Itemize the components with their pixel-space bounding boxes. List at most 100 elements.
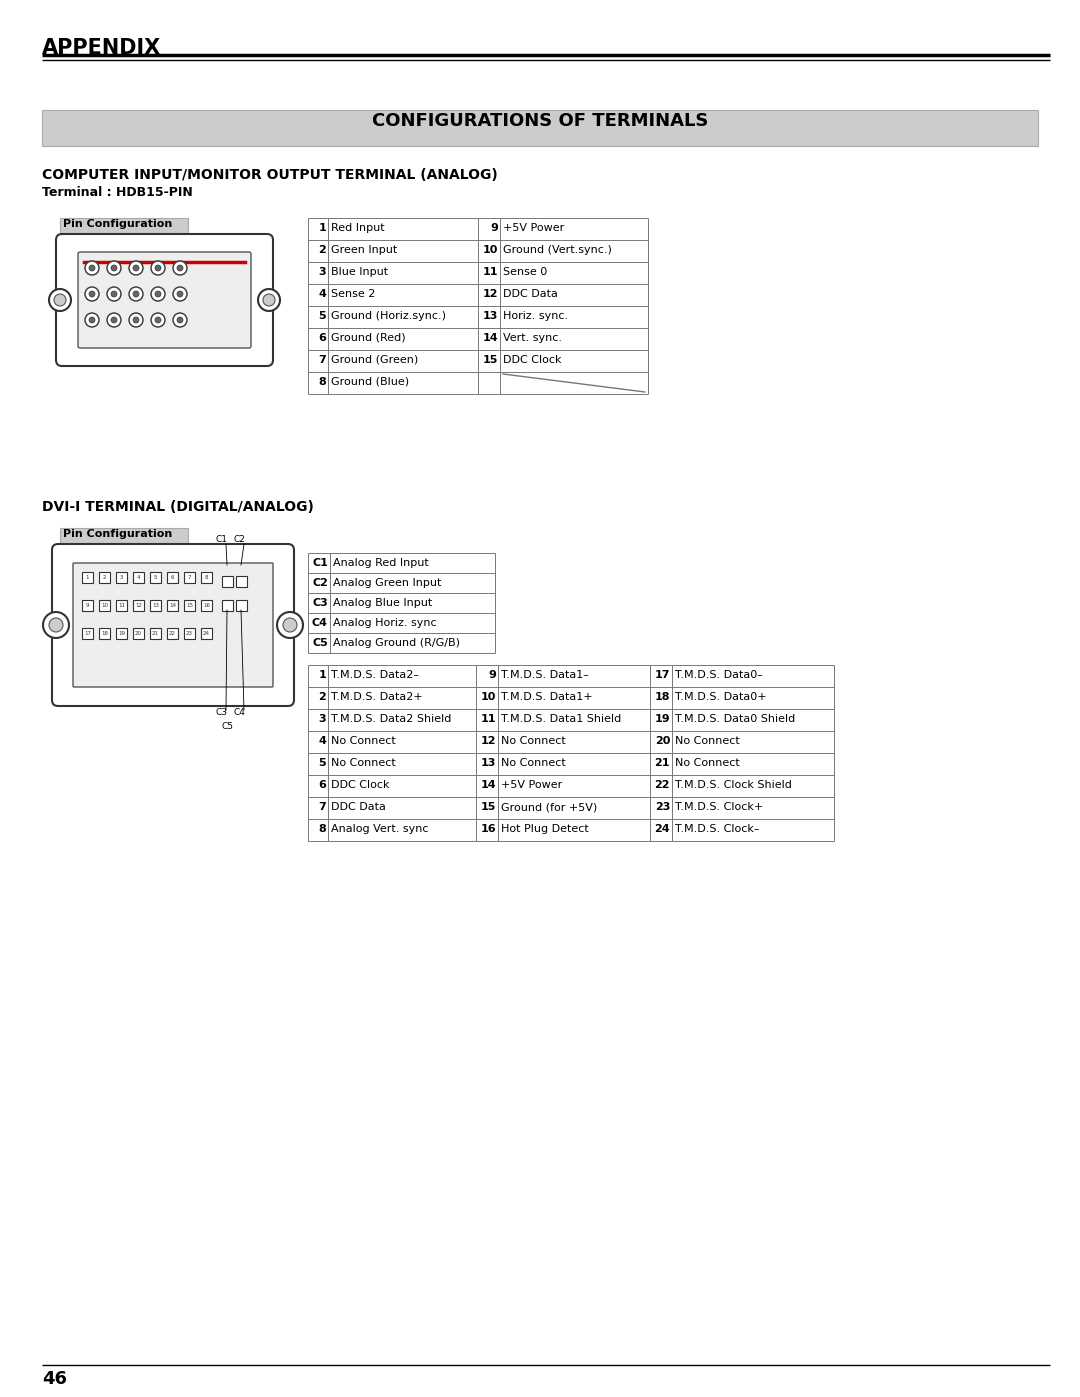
Text: Green Input: Green Input [330, 244, 397, 256]
Bar [150, 571, 161, 583]
Text: 13: 13 [483, 312, 498, 321]
Text: T.M.D.S. Data1+: T.M.D.S. Data1+ [501, 692, 593, 703]
Text: 11: 11 [483, 267, 498, 277]
Bar [42, 110, 1038, 147]
Circle shape [111, 291, 117, 298]
Text: Red Input: Red Input [330, 224, 384, 233]
Text: 20: 20 [654, 736, 670, 746]
Circle shape [156, 291, 161, 298]
Bar [116, 629, 127, 638]
Text: 2: 2 [103, 576, 106, 580]
Text: 10: 10 [483, 244, 498, 256]
Circle shape [85, 313, 99, 327]
Circle shape [151, 261, 165, 275]
Circle shape [264, 293, 275, 306]
Text: 24: 24 [654, 824, 670, 834]
Circle shape [49, 617, 63, 631]
Bar [167, 599, 178, 610]
Text: CONFIGURATIONS OF TERMINALS: CONFIGURATIONS OF TERMINALS [372, 112, 708, 130]
Circle shape [177, 291, 183, 298]
Bar [167, 629, 178, 638]
Text: No Connect: No Connect [501, 736, 566, 746]
Text: T.M.D.S. Clock–: T.M.D.S. Clock– [675, 824, 759, 834]
Text: 15: 15 [186, 604, 193, 608]
Text: 16: 16 [481, 824, 496, 834]
Text: 6: 6 [171, 576, 174, 580]
Text: Analog Horiz. sync: Analog Horiz. sync [333, 617, 436, 629]
Text: 17: 17 [654, 671, 670, 680]
Circle shape [133, 265, 139, 271]
Bar [60, 528, 188, 545]
Text: 16: 16 [203, 604, 210, 608]
Text: 18: 18 [654, 692, 670, 703]
Text: No Connect: No Connect [330, 736, 395, 746]
Text: 7: 7 [188, 576, 191, 580]
Bar [201, 629, 212, 638]
Text: 5: 5 [153, 576, 158, 580]
Text: Ground (Green): Ground (Green) [330, 355, 418, 365]
Circle shape [151, 313, 165, 327]
Bar [116, 571, 127, 583]
Text: 46: 46 [42, 1370, 67, 1389]
Text: 19: 19 [654, 714, 670, 724]
Text: C4: C4 [234, 708, 246, 717]
Circle shape [129, 286, 143, 300]
Text: C5: C5 [312, 638, 328, 648]
Text: T.M.D.S. Clock+: T.M.D.S. Clock+ [675, 802, 764, 812]
Text: Analog Blue Input: Analog Blue Input [333, 598, 432, 608]
Text: 8: 8 [319, 377, 326, 387]
Text: Ground (Blue): Ground (Blue) [330, 377, 409, 387]
Text: T.M.D.S. Data1–: T.M.D.S. Data1– [501, 671, 589, 680]
Bar [133, 629, 144, 638]
Text: 9: 9 [488, 671, 496, 680]
Text: C3: C3 [312, 598, 328, 608]
Text: 5: 5 [319, 312, 326, 321]
Text: 10: 10 [102, 604, 108, 608]
Bar [201, 599, 212, 610]
Text: Ground (Red): Ground (Red) [330, 332, 406, 344]
Bar [82, 571, 93, 583]
Bar [167, 571, 178, 583]
Bar [184, 571, 195, 583]
FancyBboxPatch shape [52, 543, 294, 705]
Text: C1: C1 [216, 535, 228, 543]
Circle shape [258, 289, 280, 312]
Circle shape [107, 286, 121, 300]
Bar [99, 599, 110, 610]
Text: 1: 1 [85, 576, 90, 580]
Circle shape [156, 317, 161, 323]
Bar [237, 576, 247, 587]
Bar [60, 218, 188, 235]
Text: Analog Ground (R/G/B): Analog Ground (R/G/B) [333, 638, 460, 648]
Bar [133, 599, 144, 610]
Circle shape [89, 265, 95, 271]
Text: T.M.D.S. Data0–: T.M.D.S. Data0– [675, 671, 762, 680]
Text: Ground (Vert.sync.): Ground (Vert.sync.) [503, 244, 612, 256]
Text: 9: 9 [85, 604, 90, 608]
Bar [237, 599, 247, 610]
Text: 23: 23 [186, 631, 193, 636]
Text: Sense 0: Sense 0 [503, 267, 548, 277]
Text: 15: 15 [483, 355, 498, 365]
Text: Blue Input: Blue Input [330, 267, 388, 277]
Text: COMPUTER INPUT/MONITOR OUTPUT TERMINAL (ANALOG): COMPUTER INPUT/MONITOR OUTPUT TERMINAL (… [42, 168, 498, 182]
Circle shape [49, 289, 71, 312]
Circle shape [85, 286, 99, 300]
Bar [222, 576, 233, 587]
Text: +5V Power: +5V Power [503, 224, 564, 233]
Bar [82, 629, 93, 638]
Circle shape [283, 617, 297, 631]
Text: 11: 11 [481, 714, 496, 724]
Bar [133, 571, 144, 583]
Bar [150, 629, 161, 638]
Bar [99, 571, 110, 583]
Text: 20: 20 [135, 631, 141, 636]
Text: 14: 14 [483, 332, 498, 344]
Text: DVI-I TERMINAL (DIGITAL/ANALOG): DVI-I TERMINAL (DIGITAL/ANALOG) [42, 500, 314, 514]
Circle shape [177, 265, 183, 271]
Text: 22: 22 [654, 780, 670, 789]
Text: 13: 13 [152, 604, 159, 608]
Text: T.M.D.S. Data2–: T.M.D.S. Data2– [330, 671, 419, 680]
Text: Pin Configuration: Pin Configuration [63, 219, 172, 229]
Circle shape [129, 313, 143, 327]
